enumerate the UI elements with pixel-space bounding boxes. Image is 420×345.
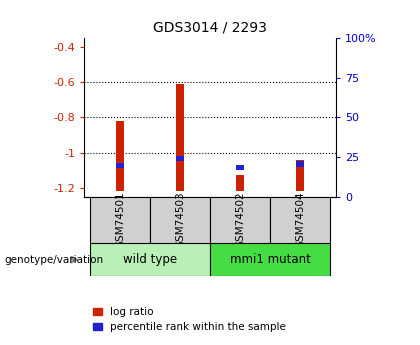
- FancyBboxPatch shape: [210, 197, 270, 243]
- Bar: [116, 163, 123, 168]
- FancyBboxPatch shape: [210, 243, 330, 276]
- Text: GSM74501: GSM74501: [115, 191, 125, 248]
- FancyBboxPatch shape: [90, 243, 210, 276]
- Text: GSM74502: GSM74502: [235, 191, 245, 248]
- Text: mmi1 mutant: mmi1 mutant: [230, 253, 310, 266]
- Bar: [297, 160, 304, 191]
- Text: GSM74503: GSM74503: [175, 191, 185, 248]
- Legend: log ratio, percentile rank within the sample: log ratio, percentile rank within the sa…: [89, 303, 290, 336]
- FancyBboxPatch shape: [270, 197, 330, 243]
- Bar: [176, 84, 184, 191]
- Text: wild type: wild type: [123, 253, 177, 266]
- Text: genotype/variation: genotype/variation: [4, 255, 103, 265]
- Text: GSM74504: GSM74504: [295, 191, 305, 248]
- Bar: [236, 165, 244, 170]
- FancyBboxPatch shape: [90, 197, 150, 243]
- Bar: [176, 156, 184, 161]
- FancyBboxPatch shape: [150, 197, 210, 243]
- Bar: [236, 176, 244, 191]
- Title: GDS3014 / 2293: GDS3014 / 2293: [153, 20, 267, 34]
- Bar: [116, 121, 123, 191]
- Bar: [297, 161, 304, 167]
